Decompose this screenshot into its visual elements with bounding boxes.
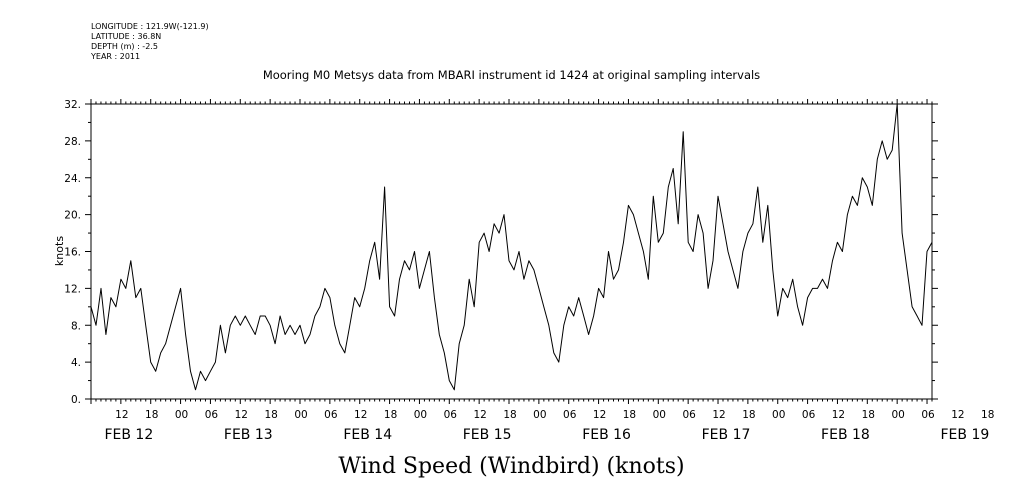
x-tick-label: 06 [682, 409, 696, 421]
x-tick-label: 06 [563, 409, 577, 421]
y-axis-label: knots [53, 236, 66, 266]
y-tick-label: 24. [64, 173, 81, 185]
y-tick-label: 16. [64, 247, 81, 259]
x-tick-label: 12 [473, 409, 486, 421]
x-day-label: FEB 19 [940, 427, 989, 443]
x-tick-label: 06 [802, 409, 816, 421]
x-tick-label: 00 [175, 409, 188, 421]
wind-speed-series-line [90, 103, 933, 391]
x-day-label: FEB 13 [224, 427, 273, 443]
x-tick-label: 12 [951, 409, 964, 421]
y-tick-label: 8. [71, 320, 81, 332]
x-tick-label: 12 [354, 409, 367, 421]
x-tick-label: 06 [444, 409, 458, 421]
x-tick-label: 18 [264, 409, 277, 421]
x-tick-label: 18 [145, 409, 158, 421]
y-tick-label: 20. [64, 210, 81, 222]
x-day-label: FEB 15 [463, 427, 512, 443]
chart-title: Mooring M0 Metsys data from MBARI instru… [262, 68, 761, 82]
x-day-label: FEB 16 [582, 427, 631, 443]
year-label: YEAR : 2011 [91, 52, 141, 61]
depth-label: DEPTH (m) : -2.5 [91, 42, 158, 51]
x-tick-label: 18 [384, 409, 397, 421]
x-tick-label: 00 [414, 409, 427, 421]
y-axis: 0. 4. 8. 12. 16. 20. 24. 28. 32. [64, 99, 938, 406]
x-axis-label: Wind Speed (Windbird) (knots) [338, 454, 685, 479]
x-tick-label: 18 [503, 409, 516, 421]
latitude-label: LATITUDE : 36.8N [91, 32, 162, 41]
x-tick-label: 06 [921, 409, 935, 421]
y-tick-label: 0. [71, 394, 81, 406]
x-tick-label: 00 [653, 409, 666, 421]
x-day-label: FEB 18 [821, 427, 870, 443]
x-tick-label: 18 [742, 409, 755, 421]
metadata-block: LONGITUDE : 121.9W(-121.9) LATITUDE : 36… [91, 22, 209, 62]
x-tick-label: 00 [891, 409, 904, 421]
x-tick-label: 12 [115, 409, 128, 421]
x-day-label: FEB 12 [104, 427, 153, 443]
y-tick-label: 4. [71, 357, 81, 369]
y-tick-label: 28. [64, 136, 81, 148]
x-tick-label: 12 [593, 409, 606, 421]
x-tick-label: 18 [623, 409, 636, 421]
plot-frame [90, 103, 933, 400]
x-tick-label: 06 [324, 409, 338, 421]
x-tick-label: 18 [862, 409, 875, 421]
x-tick-label: 18 [981, 409, 994, 421]
x-tick-label: 00 [294, 409, 307, 421]
x-tick-label: 12 [235, 409, 248, 421]
series-group [90, 103, 933, 391]
longitude-label: LONGITUDE : 121.9W(-121.9) [91, 22, 209, 31]
x-axis: 12 18 00 06 12 18 00 06 12 18 00 06 12 18 00 06 12 18 00 06… [90, 99, 994, 443]
y-tick-label: 32. [64, 99, 81, 111]
y-tick-label: 12. [64, 283, 81, 295]
x-tick-label: 00 [533, 409, 546, 421]
x-tick-label: 12 [832, 409, 845, 421]
x-day-label: FEB 14 [343, 427, 392, 443]
x-tick-label: 06 [205, 409, 219, 421]
x-day-label: FEB 17 [702, 427, 751, 443]
x-tick-label: 00 [772, 409, 785, 421]
x-tick-label: 12 [712, 409, 725, 421]
